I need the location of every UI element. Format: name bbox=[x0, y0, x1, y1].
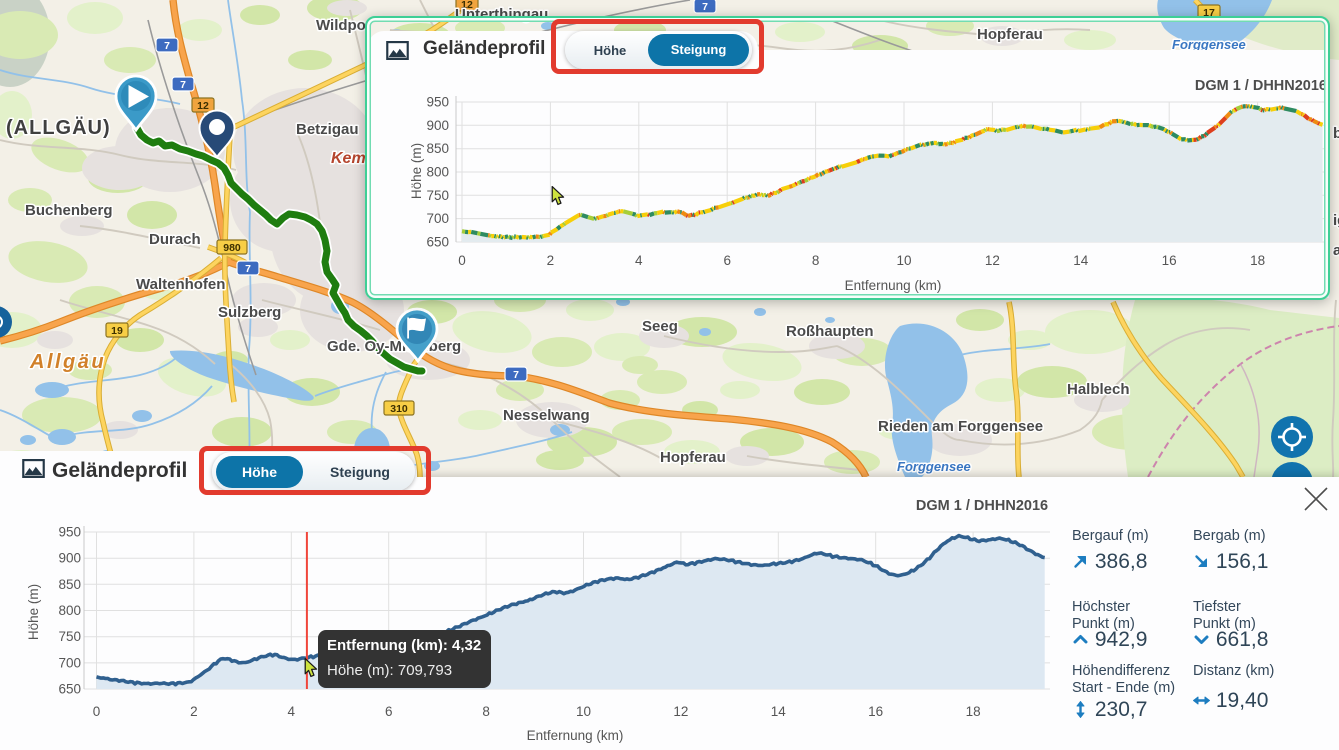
svg-text:6: 6 bbox=[723, 253, 731, 268]
svg-text:14: 14 bbox=[1073, 253, 1089, 268]
svg-text:Rieden am Forggensee: Rieden am Forggensee bbox=[878, 418, 1043, 435]
svg-text:16: 16 bbox=[868, 704, 883, 719]
svg-text:650: 650 bbox=[426, 235, 449, 250]
svg-text:18: 18 bbox=[1250, 253, 1265, 268]
svg-text:Unterthingau: Unterthingau bbox=[455, 6, 548, 23]
svg-text:800: 800 bbox=[426, 165, 449, 180]
svg-text:Entfernung (km): Entfernung (km) bbox=[845, 278, 942, 293]
svg-text:900: 900 bbox=[426, 118, 449, 133]
svg-text:2: 2 bbox=[547, 253, 555, 268]
svg-text:Forggensee: Forggensee bbox=[897, 459, 971, 474]
svg-text:6: 6 bbox=[385, 704, 393, 719]
svg-text:7: 7 bbox=[180, 79, 186, 91]
svg-text:12: 12 bbox=[673, 704, 688, 719]
svg-text:Durach: Durach bbox=[149, 231, 201, 248]
svg-text:Entfernung (km): 4,32: Entfernung (km): 4,32 bbox=[327, 637, 481, 654]
svg-text:19: 19 bbox=[111, 325, 123, 337]
svg-text:310: 310 bbox=[390, 403, 408, 415]
svg-text:980: 980 bbox=[223, 242, 241, 254]
svg-text:950: 950 bbox=[58, 525, 81, 540]
svg-text:Betzigau: Betzigau bbox=[296, 121, 359, 138]
svg-text:Nesselwang: Nesselwang bbox=[503, 407, 590, 424]
svg-text:12: 12 bbox=[461, 0, 473, 11]
svg-text:Buchenberg: Buchenberg bbox=[25, 202, 113, 219]
svg-text:Allgäu: Allgäu bbox=[29, 351, 106, 373]
svg-text:700: 700 bbox=[426, 211, 449, 226]
svg-text:700: 700 bbox=[58, 655, 81, 670]
svg-text:8: 8 bbox=[812, 253, 820, 268]
svg-text:10: 10 bbox=[576, 704, 591, 719]
svg-text:4: 4 bbox=[288, 704, 296, 719]
svg-text:8: 8 bbox=[482, 704, 490, 719]
svg-text:DGM 1 / DHHN2016: DGM 1 / DHHN2016 bbox=[1195, 78, 1327, 94]
svg-text:0: 0 bbox=[458, 253, 466, 268]
svg-text:N (ALLGÄU): N (ALLGÄU) bbox=[0, 116, 111, 139]
svg-text:Kem: Kem bbox=[331, 150, 366, 167]
svg-text:Höhe (m): Höhe (m) bbox=[409, 143, 424, 199]
svg-text:2: 2 bbox=[190, 704, 198, 719]
svg-text:Hopferau: Hopferau bbox=[977, 26, 1043, 43]
svg-text:12: 12 bbox=[197, 100, 209, 112]
svg-text:Wildpo: Wildpo bbox=[316, 17, 366, 34]
svg-text:17: 17 bbox=[1203, 7, 1215, 19]
svg-text:800: 800 bbox=[58, 603, 81, 618]
svg-text:12: 12 bbox=[985, 253, 1000, 268]
svg-text:ig: ig bbox=[1333, 212, 1339, 229]
svg-text:Entfernung (km): Entfernung (km) bbox=[527, 728, 624, 743]
svg-text:Sulzberg: Sulzberg bbox=[218, 304, 281, 321]
svg-text:900: 900 bbox=[58, 551, 81, 566]
svg-text:7: 7 bbox=[245, 263, 251, 275]
svg-text:14: 14 bbox=[771, 704, 787, 719]
svg-text:0: 0 bbox=[93, 704, 101, 719]
svg-text:Hopferau: Hopferau bbox=[660, 449, 726, 466]
svg-text:18: 18 bbox=[966, 704, 981, 719]
svg-text:7: 7 bbox=[513, 369, 519, 381]
svg-text:650: 650 bbox=[58, 682, 81, 697]
svg-text:b: b bbox=[1333, 125, 1339, 142]
svg-text:850: 850 bbox=[426, 141, 449, 156]
svg-text:7: 7 bbox=[702, 1, 708, 13]
svg-text:Waltenhofen: Waltenhofen bbox=[136, 276, 225, 293]
svg-text:Roßhaupten: Roßhaupten bbox=[786, 323, 874, 340]
svg-text:750: 750 bbox=[426, 188, 449, 203]
svg-text:16: 16 bbox=[1162, 253, 1177, 268]
svg-text:Höhe (m): 709,793: Höhe (m): 709,793 bbox=[327, 662, 452, 679]
svg-text:850: 850 bbox=[58, 577, 81, 592]
svg-text:Forggensee: Forggensee bbox=[1172, 37, 1246, 52]
svg-text:4: 4 bbox=[635, 253, 643, 268]
svg-text:Halblech: Halblech bbox=[1067, 381, 1130, 398]
svg-text:DGM 1 / DHHN2016: DGM 1 / DHHN2016 bbox=[916, 498, 1048, 514]
svg-text:10: 10 bbox=[896, 253, 911, 268]
svg-text:a: a bbox=[1333, 242, 1339, 259]
svg-text:950: 950 bbox=[426, 95, 449, 110]
svg-text:Höhe (m): Höhe (m) bbox=[26, 584, 41, 640]
svg-text:Seeg: Seeg bbox=[642, 318, 678, 335]
svg-text:750: 750 bbox=[58, 629, 81, 644]
svg-text:7: 7 bbox=[164, 40, 170, 52]
